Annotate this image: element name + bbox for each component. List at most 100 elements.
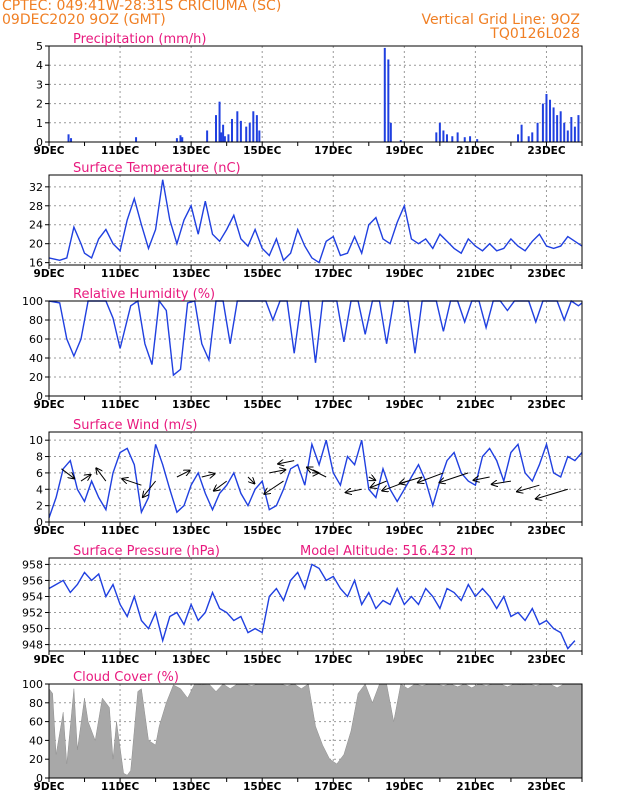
precipitation-bar bbox=[227, 134, 230, 142]
wind-vector-arrow bbox=[307, 467, 327, 478]
precipitation-bar bbox=[258, 130, 261, 142]
precipitation-bar bbox=[476, 139, 479, 142]
humidity-x-tick-label: 15DEC bbox=[243, 399, 282, 411]
precipitation-x-tick-label: 17DEC bbox=[314, 145, 353, 157]
wind-vector-arrow bbox=[214, 480, 227, 491]
humidity-y-tick-label: 100 bbox=[22, 295, 43, 308]
cloud-cover-y-tick-label: 100 bbox=[22, 678, 43, 691]
pressure-y-tick-label: 952 bbox=[22, 607, 43, 620]
wind-x-tick-label: 21DEC bbox=[456, 525, 495, 537]
cloud-cover-x-tick-label: 11DEC bbox=[101, 781, 140, 793]
wind-y-tick-label: 8 bbox=[36, 451, 43, 464]
pressure-x-tick-label: 11DEC bbox=[101, 654, 140, 666]
precipitation-x-tick-label: 21DEC bbox=[456, 145, 495, 157]
temperature-line bbox=[48, 179, 583, 264]
temperature-y-tick-label: 32 bbox=[29, 181, 43, 194]
temperature-x-tick-label: 17DEC bbox=[314, 268, 353, 280]
pressure-y-tick-label: 950 bbox=[22, 623, 43, 636]
wind-vector-arrow bbox=[247, 476, 254, 483]
temperature-title: Surface Temperature (nC) bbox=[73, 161, 241, 176]
humidity-y-tick-label: 40 bbox=[29, 352, 43, 365]
precipitation-bar bbox=[387, 59, 390, 142]
wind-frame bbox=[48, 431, 583, 523]
precipitation-bar bbox=[175, 138, 178, 142]
wind-vector-arrow bbox=[536, 488, 568, 499]
temperature-x-tick-label: 21DEC bbox=[456, 268, 495, 280]
run-code: TQ0126L028 bbox=[490, 26, 580, 42]
wind-title: Surface Wind (m/s) bbox=[73, 418, 197, 433]
wind-x-tick-label: 19DEC bbox=[385, 525, 424, 537]
cloud-cover-frame bbox=[48, 683, 583, 779]
wind-vector-arrow bbox=[122, 479, 142, 486]
humidity-line bbox=[48, 299, 583, 377]
cloud-cover-x-tick-label: 21DEC bbox=[456, 781, 495, 793]
precipitation-y-tick-label: 2 bbox=[36, 98, 43, 111]
humidity-y-tick-label: 60 bbox=[29, 333, 43, 346]
precipitation-bar bbox=[135, 137, 138, 142]
temperature-x-tick-label: 13DEC bbox=[172, 268, 211, 280]
cloud-cover-x-tick-label: 9DEC bbox=[34, 781, 65, 793]
precipitation-y-tick-label: 3 bbox=[36, 78, 43, 91]
wind-x-tick-label: 15DEC bbox=[243, 525, 282, 537]
precipitation-y-tick-label: 0 bbox=[36, 136, 43, 149]
precipitation-bar bbox=[541, 103, 544, 142]
precipitation-bar bbox=[222, 124, 225, 142]
precipitation-bar bbox=[181, 137, 184, 142]
pressure-title: Surface Pressure (hPa) bbox=[73, 544, 220, 559]
wind-vector-arrow bbox=[418, 472, 444, 483]
wind-x-tick-label: 11DEC bbox=[101, 525, 140, 537]
precipitation-bar bbox=[435, 132, 438, 142]
wind-vector-arrow bbox=[61, 468, 74, 479]
precipitation-bar bbox=[527, 136, 530, 142]
precipitation-bar bbox=[463, 137, 466, 142]
humidity-title: Relative Humidity (%) bbox=[73, 287, 215, 302]
precipitation-bar bbox=[383, 47, 386, 142]
precipitation-title: Precipitation (mm/h) bbox=[73, 32, 206, 47]
precipitation-bar bbox=[536, 122, 539, 142]
precipitation-bar bbox=[559, 111, 562, 142]
humidity-x-tick-label: 19DEC bbox=[385, 399, 424, 411]
pressure-x-tick-label: 17DEC bbox=[314, 654, 353, 666]
pressure-line bbox=[48, 563, 576, 650]
temperature-x-tick-label: 23DEC bbox=[527, 268, 566, 280]
precipitation-y-tick-label: 5 bbox=[36, 40, 43, 53]
grid-line-note: Vertical Grid Line: 9OZ bbox=[421, 12, 580, 28]
cloud-cover-x-tick-label: 13DEC bbox=[172, 781, 211, 793]
precipitation-bar bbox=[531, 132, 534, 142]
precipitation-bar bbox=[520, 124, 523, 142]
temperature-x-tick-label: 19DEC bbox=[385, 268, 424, 280]
pressure-y-tick-label: 956 bbox=[22, 574, 43, 587]
precipitation-bar bbox=[517, 134, 520, 142]
pressure-x-tick-label: 13DEC bbox=[172, 654, 211, 666]
cloud-cover-y-tick-label: 80 bbox=[29, 697, 43, 710]
precipitation-x-tick-label: 19DEC bbox=[385, 145, 424, 157]
cloud-cover-y-tick-label: 20 bbox=[29, 753, 43, 766]
precipitation-bar bbox=[577, 115, 580, 142]
precipitation-bar bbox=[230, 118, 233, 142]
wind-vector-arrow bbox=[80, 475, 91, 482]
precipitation-x-tick-label: 13DEC bbox=[172, 145, 211, 157]
cloud-cover-x-tick-label: 17DEC bbox=[314, 781, 353, 793]
station-header: CPTEC: 049:41W-28:31S CRICIUMA (SC) bbox=[2, 0, 282, 14]
wind-vector-arrow bbox=[201, 474, 215, 477]
temperature-panel: 16 20 24 28 32 9DEC 11DEC 13DEC 15DEC 17DEC 19DEC 2… bbox=[29, 161, 583, 280]
precipitation-bar bbox=[456, 132, 459, 142]
precipitation-y-tick-label: 1 bbox=[36, 117, 43, 130]
precipitation-bar bbox=[218, 101, 221, 142]
precipitation-bar bbox=[252, 111, 255, 142]
precipitation-bar bbox=[556, 115, 559, 142]
precipitation-bar bbox=[566, 130, 569, 142]
pressure-y-tick-label: 958 bbox=[22, 558, 43, 571]
cloud-cover-y-tick-label: 40 bbox=[29, 734, 43, 747]
wind-x-tick-label: 13DEC bbox=[172, 525, 211, 537]
pressure-x-tick-label: 19DEC bbox=[385, 654, 424, 666]
pressure-y-tick-label: 954 bbox=[22, 590, 43, 603]
cloud-cover-panel: 0 20 40 60 80 100 9DEC 11DEC 13DEC 15DEC 17DEC 19DE… bbox=[22, 670, 583, 793]
cloud-cover-x-tick-label: 19DEC bbox=[385, 781, 424, 793]
pressure-x-tick-label: 21DEC bbox=[456, 654, 495, 666]
precipitation-bar bbox=[573, 126, 576, 142]
precipitation-bar bbox=[248, 122, 251, 142]
wind-line bbox=[48, 440, 583, 519]
temperature-y-tick-label: 28 bbox=[29, 200, 43, 213]
wind-vector-arrow bbox=[143, 480, 156, 497]
